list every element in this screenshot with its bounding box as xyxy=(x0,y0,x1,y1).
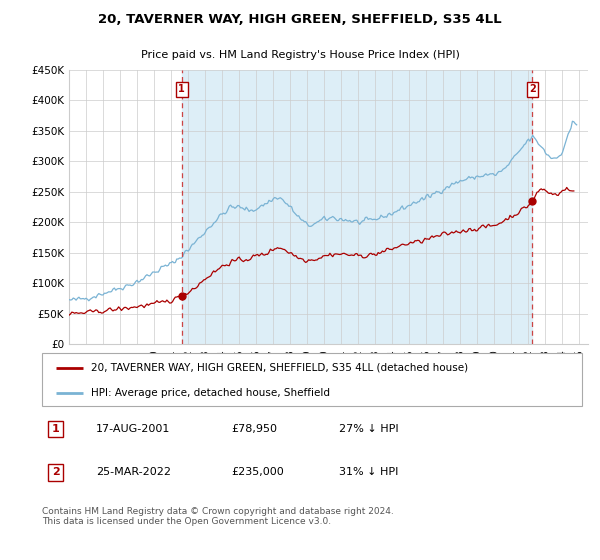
Text: HPI: Average price, detached house, Sheffield: HPI: Average price, detached house, Shef… xyxy=(91,388,329,398)
Text: 27% ↓ HPI: 27% ↓ HPI xyxy=(339,424,398,434)
Text: 1: 1 xyxy=(178,84,185,94)
Text: 20, TAVERNER WAY, HIGH GREEN, SHEFFIELD, S35 4LL (detached house): 20, TAVERNER WAY, HIGH GREEN, SHEFFIELD,… xyxy=(91,363,468,373)
Text: 2: 2 xyxy=(52,468,59,477)
Text: 31% ↓ HPI: 31% ↓ HPI xyxy=(339,468,398,477)
Text: Price paid vs. HM Land Registry's House Price Index (HPI): Price paid vs. HM Land Registry's House … xyxy=(140,50,460,59)
Text: £235,000: £235,000 xyxy=(231,468,284,477)
Text: 25-MAR-2022: 25-MAR-2022 xyxy=(96,468,171,477)
Text: £78,950: £78,950 xyxy=(231,424,277,434)
Bar xyxy=(182,70,532,344)
Text: 17-AUG-2001: 17-AUG-2001 xyxy=(96,424,170,434)
Text: 1: 1 xyxy=(52,424,59,434)
FancyBboxPatch shape xyxy=(42,353,582,406)
Text: Contains HM Land Registry data © Crown copyright and database right 2024.
This d: Contains HM Land Registry data © Crown c… xyxy=(42,507,394,526)
Text: 20, TAVERNER WAY, HIGH GREEN, SHEFFIELD, S35 4LL: 20, TAVERNER WAY, HIGH GREEN, SHEFFIELD,… xyxy=(98,13,502,26)
Text: 2: 2 xyxy=(529,84,536,94)
